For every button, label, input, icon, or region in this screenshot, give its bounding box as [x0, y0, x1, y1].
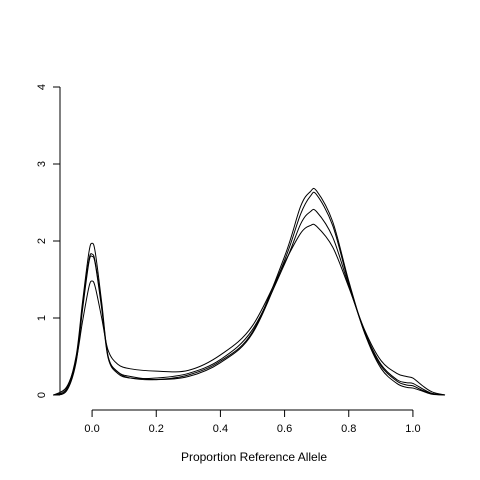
density-line-4 [53, 223, 446, 396]
series-group [53, 187, 446, 396]
x-tick-label: 0.0 [84, 423, 99, 435]
y-tick-label: 2 [36, 238, 48, 244]
density-line-1 [53, 191, 446, 396]
y-tick-label: 3 [36, 161, 48, 167]
density-line-3 [53, 208, 446, 396]
x-tick-label: 0.2 [149, 423, 164, 435]
y-tick-label: 1 [36, 315, 48, 321]
x-axis-title: Proportion Reference Allele [181, 450, 327, 464]
y-tick-label: 0 [36, 392, 48, 398]
x-tick-label: 0.8 [341, 423, 356, 435]
y-axis: 0 1 2 3 4 [36, 84, 61, 398]
x-tick-label: 0.6 [277, 423, 292, 435]
x-tick-label: 1.0 [405, 423, 420, 435]
x-tick-label: 0.4 [213, 423, 228, 435]
density-line-2 [53, 187, 446, 396]
y-tick-label: 4 [36, 84, 48, 90]
x-axis: 0.0 0.2 0.4 0.6 0.8 1.0 [84, 409, 421, 435]
